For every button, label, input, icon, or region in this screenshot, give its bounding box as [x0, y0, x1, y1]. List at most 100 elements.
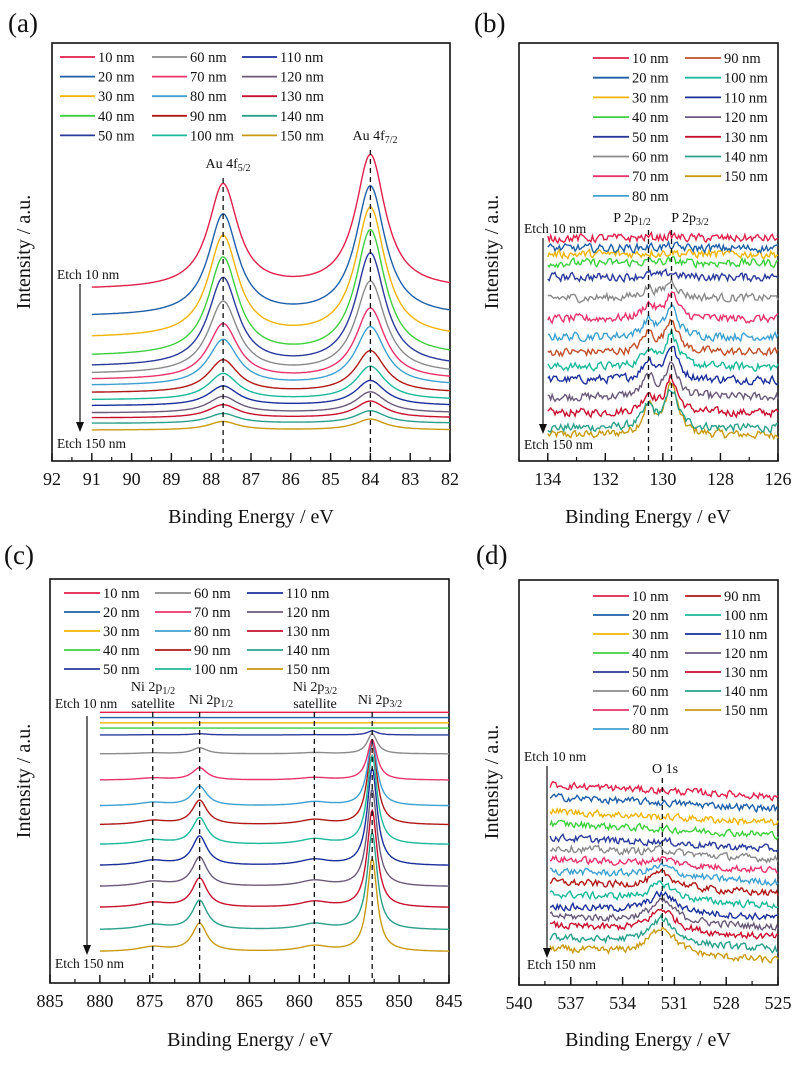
legend-label: 90 nm — [194, 643, 231, 659]
legend-label: 130 nm — [724, 665, 769, 681]
legend-label: 60 nm — [194, 586, 231, 602]
series-line-80nm — [99, 739, 450, 807]
x-tick-label: 528 — [713, 993, 740, 1013]
series-line-60nm — [547, 277, 779, 304]
etch-end-label: Etch 150 nm — [524, 437, 593, 452]
x-tick-label: 845 — [436, 991, 463, 1011]
panel-label: (d) — [476, 540, 507, 570]
series-line-60nm — [91, 280, 451, 374]
legend-label: 20 nm — [632, 71, 669, 87]
x-tick-label: 865 — [236, 991, 263, 1011]
legend-label: 40 nm — [632, 110, 669, 126]
series-line-140nm — [99, 830, 449, 930]
peak-annotation: Ni 2p1/2 — [131, 680, 175, 697]
etch-arrow-head-icon — [543, 948, 551, 958]
legend-label: 80 nm — [632, 722, 669, 738]
etch-end-label: Etch 150 nm — [55, 956, 124, 971]
series-line-140nm — [547, 388, 779, 434]
series-line-40nm — [91, 228, 451, 355]
legend-label: 140 nm — [724, 150, 769, 166]
x-axis-label: Binding Energy / eV — [167, 1029, 333, 1051]
panel-label: (a) — [8, 8, 38, 38]
legend-label: 20 nm — [632, 608, 669, 624]
legend: 10 nm 20 nm 30 nm 40 nm 50 nm 60 nm 70 nm 80 nm… — [60, 50, 325, 144]
legend-label: 110 nm — [724, 90, 768, 106]
series-line-140nm — [549, 913, 779, 954]
legend-label: 120 nm — [280, 70, 325, 86]
x-tick-label: 870 — [186, 991, 213, 1011]
series-line-130nm — [99, 808, 449, 908]
etch-end-label: Etch 150 nm — [57, 436, 126, 451]
etch-start-label: Etch 10 nm — [524, 749, 587, 764]
legend-label: 130 nm — [286, 624, 331, 640]
legend-label: 10 nm — [103, 586, 140, 602]
legend-label: 50 nm — [632, 130, 669, 146]
legend-label: 70 nm — [632, 169, 669, 185]
peak-annotation: Au 4f5/2 — [205, 157, 250, 174]
x-tick-label: 134 — [534, 469, 561, 489]
peak-annotation: Ni 2p1/2 — [189, 693, 233, 710]
legend: 10 nm 20 nm 30 nm 40 nm 50 nm 60 nm 70 nm 80 nm… — [593, 589, 769, 738]
series-line-150nm — [547, 380, 779, 441]
legend-label: 130 nm — [280, 89, 325, 105]
plot-frame — [51, 42, 451, 462]
x-tick-label: 875 — [136, 991, 163, 1011]
x-tick-label: 91 — [83, 469, 101, 489]
series-line-50nm — [549, 832, 779, 853]
peak-annotation: P 2p1/2 — [613, 211, 651, 228]
legend-label: 70 nm — [632, 703, 669, 719]
series-line-140nm — [91, 410, 450, 424]
peak-annotation-subscript: 3/2 — [324, 686, 337, 697]
x-tick-label: 87 — [242, 469, 260, 489]
series-line-130nm — [91, 400, 451, 419]
series-line-80nm — [550, 862, 779, 887]
series-line-130nm — [549, 908, 779, 940]
series-line-110nm — [99, 766, 449, 866]
series-line-20nm — [549, 792, 779, 814]
legend-label: 50 nm — [98, 128, 135, 144]
series-line-120nm — [99, 787, 449, 887]
series-line-110nm — [547, 345, 779, 386]
legend-label: 100 nm — [724, 608, 769, 624]
series-line-10nm — [547, 229, 779, 245]
peak-annotation-subscript: 7/2 — [385, 135, 398, 146]
x-tick-label: 126 — [765, 469, 792, 489]
legend-label: 150 nm — [280, 128, 325, 144]
legend-label: 150 nm — [286, 662, 331, 678]
legend-label: 40 nm — [98, 109, 135, 125]
series-line-10nm — [549, 780, 779, 802]
legend: 10 nm 20 nm 30 nm 40 nm 50 nm 60 nm 70 nm 80 nm… — [64, 586, 331, 678]
legend-label: 30 nm — [98, 89, 135, 105]
series-line-40nm — [549, 819, 779, 841]
legend-label: 100 nm — [194, 662, 239, 678]
legend-label: 10 nm — [632, 51, 669, 67]
series-line-30nm — [91, 206, 451, 337]
legend-label: 120 nm — [724, 646, 769, 662]
x-tick-label: 880 — [86, 991, 113, 1011]
peak-annotation-subscript: 1/2 — [220, 699, 233, 710]
series-line-90nm — [99, 742, 449, 826]
etch-arrow-head-icon — [76, 422, 84, 432]
legend-label: 40 nm — [103, 643, 140, 659]
etch-start-label: Etch 10 nm — [55, 696, 118, 711]
x-tick-label: 540 — [506, 993, 533, 1013]
legend-label: 140 nm — [280, 109, 325, 125]
legend-label: 100 nm — [724, 71, 769, 87]
x-tick-label: 92 — [43, 469, 61, 489]
peak-annotation-subscript: 3/2 — [696, 217, 709, 228]
x-axis-label: Binding Energy / eV — [168, 506, 334, 528]
legend-label: 80 nm — [190, 89, 227, 105]
legend-label: 10 nm — [98, 50, 135, 66]
panel-d: (d) 540 537 534 531 528 525 Binding Energy / eV… — [476, 540, 792, 1051]
series-line-110nm — [91, 379, 450, 407]
x-tick-label: 132 — [592, 469, 619, 489]
plot-frame — [518, 42, 779, 462]
legend-label: 10 nm — [632, 589, 669, 605]
legend-label: 70 nm — [194, 605, 231, 621]
legend-label: 30 nm — [103, 624, 140, 640]
series-line-110nm — [549, 890, 779, 921]
legend-label: 90 nm — [724, 589, 761, 605]
x-tick-label: 855 — [336, 991, 363, 1011]
x-axis-label: Binding Energy / eV — [565, 506, 731, 528]
